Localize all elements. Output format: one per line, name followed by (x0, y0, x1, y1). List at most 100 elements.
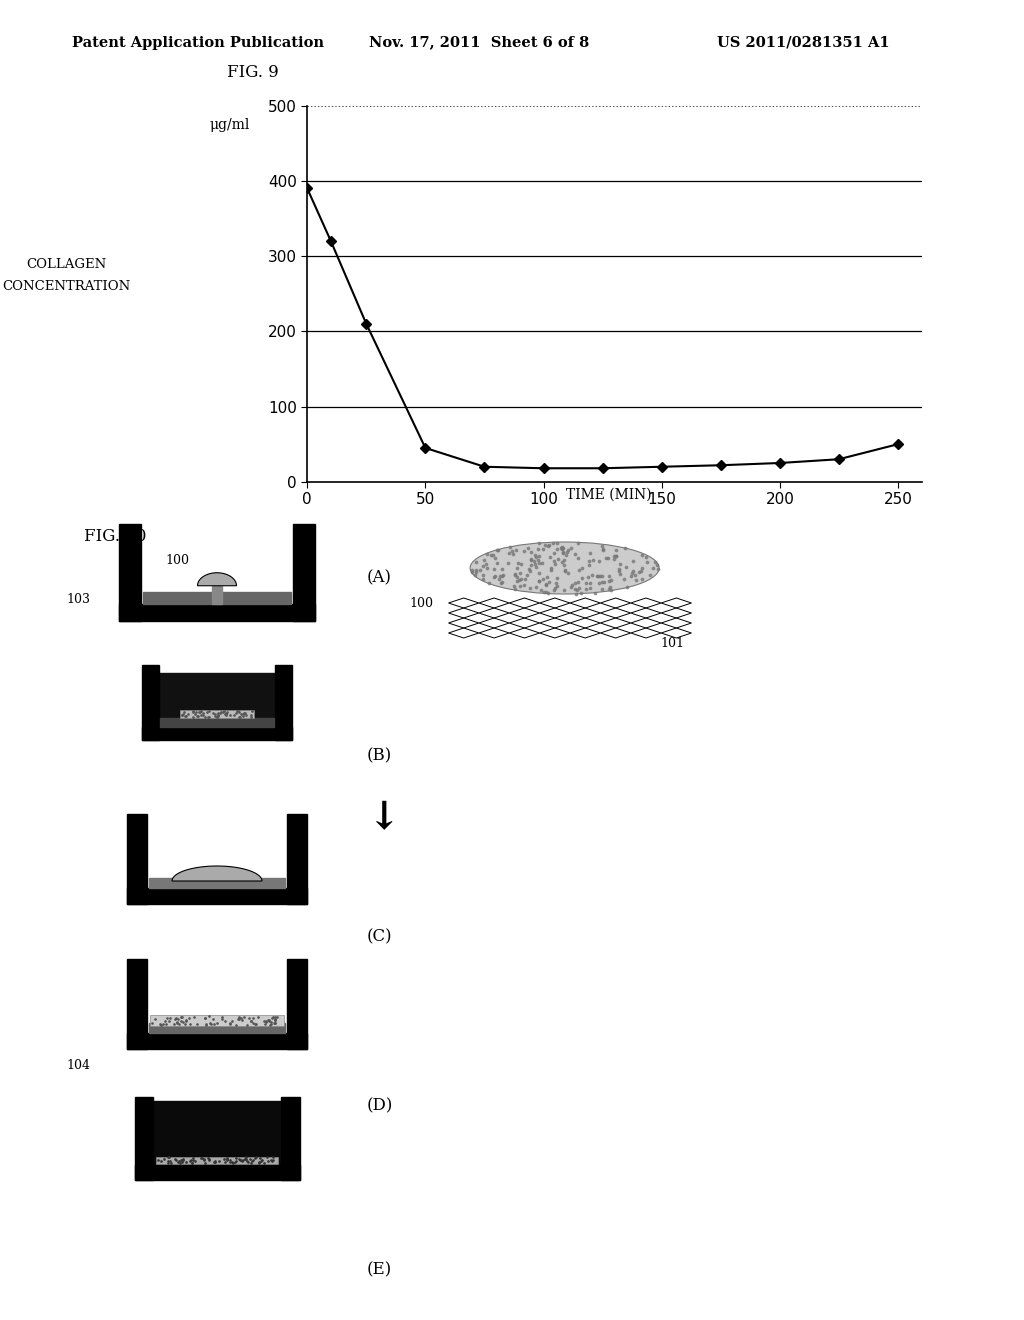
Point (265, 1150, 282, 1171)
Point (594, 572, 610, 593)
Bar (142, 665, 159, 741)
Point (573, 568, 590, 589)
Point (217, 704, 233, 725)
Point (485, 544, 502, 565)
Point (210, 702, 226, 723)
Point (248, 1147, 264, 1168)
Point (490, 568, 507, 589)
Point (212, 702, 228, 723)
Point (601, 565, 617, 586)
Point (218, 1147, 234, 1168)
Point (243, 1011, 259, 1032)
Point (182, 1151, 199, 1172)
Point (587, 582, 603, 603)
Point (213, 701, 229, 722)
Point (541, 572, 557, 593)
Point (222, 1012, 239, 1034)
Point (197, 1007, 213, 1028)
Point (554, 552, 570, 573)
Point (527, 557, 544, 578)
Point (234, 705, 251, 726)
Point (205, 702, 221, 723)
Point (559, 541, 575, 562)
Point (156, 1148, 172, 1170)
Bar (156, 1156, 279, 1164)
Text: Patent Application Publication: Patent Application Publication (72, 36, 324, 50)
Point (580, 566, 596, 587)
Text: (B): (B) (367, 748, 392, 764)
Point (611, 553, 628, 574)
Point (238, 1148, 254, 1170)
Point (209, 706, 225, 727)
Point (160, 1152, 176, 1173)
Point (206, 1151, 222, 1172)
Point (510, 552, 526, 573)
Point (236, 702, 252, 723)
Point (479, 544, 496, 565)
Point (584, 564, 600, 585)
Point (642, 565, 658, 586)
Point (598, 548, 614, 569)
Point (476, 549, 493, 570)
Point (168, 1007, 184, 1028)
Point (189, 706, 206, 727)
Point (492, 566, 508, 587)
Point (199, 1014, 215, 1035)
Point (638, 546, 654, 568)
Point (260, 1011, 276, 1032)
Point (495, 565, 511, 586)
Point (516, 541, 532, 562)
Point (233, 704, 250, 725)
Point (570, 560, 587, 581)
Point (607, 540, 624, 561)
Point (159, 1007, 175, 1028)
Bar (180, 710, 254, 718)
Point (478, 557, 495, 578)
Point (171, 1014, 187, 1035)
Bar (143, 593, 291, 605)
Point (209, 706, 225, 727)
Point (493, 573, 509, 594)
Point (191, 701, 208, 722)
Point (594, 578, 610, 599)
Point (525, 550, 542, 572)
Point (167, 1148, 183, 1170)
Point (539, 576, 555, 597)
Point (594, 536, 610, 557)
Point (161, 1147, 177, 1168)
Text: TIME (MIN): TIME (MIN) (566, 488, 652, 502)
Point (468, 560, 484, 581)
Point (566, 544, 583, 565)
Point (150, 1150, 166, 1171)
Point (266, 1012, 283, 1034)
Point (175, 1011, 191, 1032)
Point (486, 548, 503, 569)
Point (538, 574, 554, 595)
Bar (127, 888, 307, 904)
Point (591, 573, 607, 594)
Point (267, 1012, 284, 1034)
Point (185, 701, 202, 722)
Point (554, 537, 570, 558)
Text: (C): (C) (367, 929, 392, 945)
Point (596, 572, 612, 593)
Point (162, 1007, 178, 1028)
Point (224, 1152, 241, 1173)
Bar (120, 524, 141, 622)
Bar (120, 605, 314, 622)
Point (184, 1150, 201, 1171)
Point (529, 539, 546, 560)
Point (236, 1150, 252, 1171)
Text: US 2011/0281351 A1: US 2011/0281351 A1 (717, 36, 890, 50)
Point (542, 546, 558, 568)
Point (153, 1012, 169, 1034)
Point (606, 546, 623, 568)
Point (176, 1014, 193, 1035)
Bar (159, 673, 275, 727)
Point (216, 1011, 232, 1032)
Point (545, 532, 561, 553)
Point (506, 576, 522, 597)
Point (266, 1010, 283, 1031)
Point (267, 1010, 284, 1031)
Point (548, 573, 564, 594)
